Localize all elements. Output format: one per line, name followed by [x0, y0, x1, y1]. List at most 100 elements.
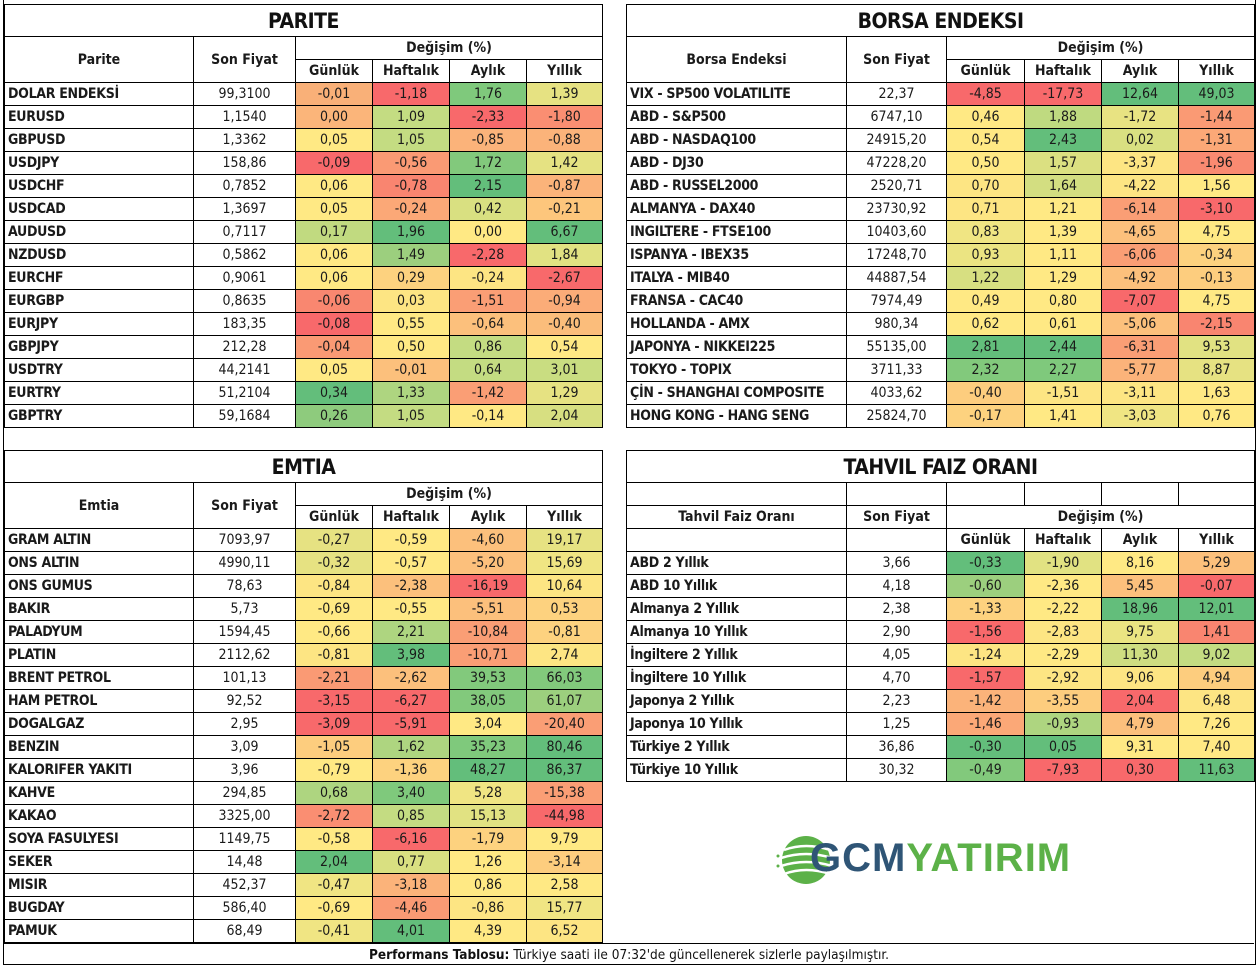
change-cell: 1,41 — [1177, 620, 1256, 644]
change-cell: 0,77 — [372, 850, 450, 874]
col-header-period: Haftalık — [372, 505, 450, 529]
row-price: 10403,60 — [846, 220, 947, 244]
change-cell: -0,47 — [295, 873, 373, 897]
empty-cell — [1024, 482, 1102, 506]
table-row: ONS GUMUS 78,63 -0,84 -2,38 -16,19 10,64 — [4, 574, 604, 598]
row-name: GRAM ALTIN — [4, 528, 194, 552]
change-cell: 86,37 — [525, 758, 604, 782]
footer-note: Performans Tablosu: Türkiye saati ile 07… — [4, 943, 1254, 966]
change-cell: 15,69 — [525, 551, 604, 575]
table-row: PLATIN 2112,62 -0,81 3,98 -10,71 2,74 — [4, 643, 604, 667]
header-row: Parite Son Fiyat Değişim (%) — [4, 36, 604, 83]
row-price: 4,18 — [846, 574, 947, 598]
change-cell: 0,54 — [525, 335, 604, 359]
change-cell: -1,33 — [946, 597, 1025, 621]
row-name: ALMANYA - DAX40 — [626, 197, 847, 221]
row-price: 4033,62 — [846, 381, 947, 405]
row-price: 4,05 — [846, 643, 947, 667]
gcm-yatirim-logo: GCMYATIRIM — [776, 832, 1088, 888]
row-name: BAKIR — [4, 597, 194, 621]
row-name: EURJPY — [4, 312, 194, 336]
table-row: GRAM ALTIN 7093,97 -0,27 -0,59 -4,60 19,17 — [4, 528, 604, 552]
change-cell: 4,39 — [449, 919, 527, 943]
change-cell: -0,06 — [295, 289, 373, 313]
row-price: 1,3697 — [193, 197, 296, 221]
change-cell: 15,77 — [525, 896, 604, 920]
change-cell: -6,27 — [372, 689, 450, 713]
table-row: KALORIFER YAKITI 3,96 -0,79 -1,36 48,27 86,37 — [4, 758, 604, 782]
change-cell: 61,07 — [525, 689, 604, 713]
table-row: ISPANYA - IBEX35 17248,70 0,93 1,11 -6,06 -0,… — [626, 243, 1256, 267]
row-name: KAHVE — [4, 781, 194, 805]
change-cell: 4,79 — [1101, 712, 1179, 736]
table-row: BUGDAY 586,40 -0,69 -4,46 -0,86 15,77 — [4, 896, 604, 920]
change-cell: -2,33 — [449, 105, 527, 129]
col-header-period: Günlük — [946, 528, 1025, 552]
empty-cell — [946, 482, 1025, 506]
table-row: FRANSA - CAC40 7974,49 0,49 0,80 -7,07 4,75 — [626, 289, 1256, 313]
change-cell: 66,03 — [525, 666, 604, 690]
table-row: MISIR 452,37 -0,47 -3,18 0,86 2,58 — [4, 873, 604, 897]
table-row: EURCHF 0,9061 0,06 0,29 -0,24 -2,67 — [4, 266, 604, 290]
row-price: 1,25 — [846, 712, 947, 736]
table-row: NZDUSD 0,5862 0,06 1,49 -2,28 1,84 — [4, 243, 604, 267]
change-cell: -5,51 — [449, 597, 527, 621]
change-cell: -0,40 — [525, 312, 604, 336]
change-cell: 12,01 — [1177, 597, 1256, 621]
change-cell: -10,84 — [449, 620, 527, 644]
change-cell: -2,92 — [1024, 666, 1102, 690]
table-row: Japonya 2 Yıllık 2,23 -1,42 -3,55 2,04 6,48 — [626, 689, 1256, 713]
change-cell: 4,94 — [1177, 666, 1256, 690]
row-price: 23730,92 — [846, 197, 947, 221]
col-header-period: Günlük — [295, 59, 373, 83]
row-name: Almanya 2 Yıllık — [626, 597, 847, 621]
change-cell: 1,62 — [372, 735, 450, 759]
row-name: BUGDAY — [4, 896, 194, 920]
row-price: 3,66 — [846, 551, 947, 575]
change-cell: -4,85 — [946, 82, 1025, 106]
row-name: EURGBP — [4, 289, 194, 313]
row-name: HAM PETROL — [4, 689, 194, 713]
col-header-price: Son Fiyat — [846, 36, 947, 83]
change-cell: 2,27 — [1024, 358, 1102, 382]
change-cell: 8,16 — [1101, 551, 1179, 575]
change-cell: -0,59 — [372, 528, 450, 552]
row-price: 0,5862 — [193, 243, 296, 267]
table-row: TOKYO - TOPIX 3711,33 2,32 2,27 -5,77 8,87 — [626, 358, 1256, 382]
table-row: AUDUSD 0,7117 0,17 1,96 0,00 6,67 — [4, 220, 604, 244]
table-row: JAPONYA - NIKKEI225 55135,00 2,81 2,44 -6,31… — [626, 335, 1256, 359]
col-header-period: Günlük — [946, 59, 1025, 83]
change-cell: -1,56 — [946, 620, 1025, 644]
row-name: ISPANYA - IBEX35 — [626, 243, 847, 267]
row-price: 4,70 — [846, 666, 947, 690]
row-price: 7974,49 — [846, 289, 947, 313]
emtia-table: EMTIA Emtia Son Fiyat Değişim (%) Günlük Haft… — [3, 450, 604, 943]
row-name: Japonya 2 Yıllık — [626, 689, 847, 713]
row-price: 14,48 — [193, 850, 296, 874]
row-price: 3,96 — [193, 758, 296, 782]
change-cell: -4,46 — [372, 896, 450, 920]
change-cell: 11,63 — [1177, 758, 1256, 782]
change-cell: -2,67 — [525, 266, 604, 290]
row-price: 4990,11 — [193, 551, 296, 575]
row-name: NZDUSD — [4, 243, 194, 267]
change-cell: 0,86 — [449, 873, 527, 897]
change-cell: 11,30 — [1101, 643, 1179, 667]
change-cell: -1,42 — [946, 689, 1025, 713]
change-cell: 0,54 — [946, 128, 1025, 152]
change-cell: -0,08 — [295, 312, 373, 336]
table-row: BRENT PETROL 101,13 -2,21 -2,62 39,53 66,03 — [4, 666, 604, 690]
change-cell: -2,36 — [1024, 574, 1102, 598]
change-cell: 4,75 — [1177, 289, 1256, 313]
row-name: EURCHF — [4, 266, 194, 290]
change-cell: -0,93 — [1024, 712, 1102, 736]
change-cell: -20,40 — [525, 712, 604, 736]
logo-gcm: GCM — [810, 836, 907, 880]
change-cell: -6,14 — [1101, 197, 1179, 221]
change-cell: -4,65 — [1101, 220, 1179, 244]
title-row: BORSA ENDEKSI — [625, 4, 1256, 37]
change-cell: -1,96 — [1177, 151, 1256, 175]
change-cell: 1,05 — [372, 404, 450, 428]
change-cell: 38,05 — [449, 689, 527, 713]
change-cell: 0,55 — [372, 312, 450, 336]
